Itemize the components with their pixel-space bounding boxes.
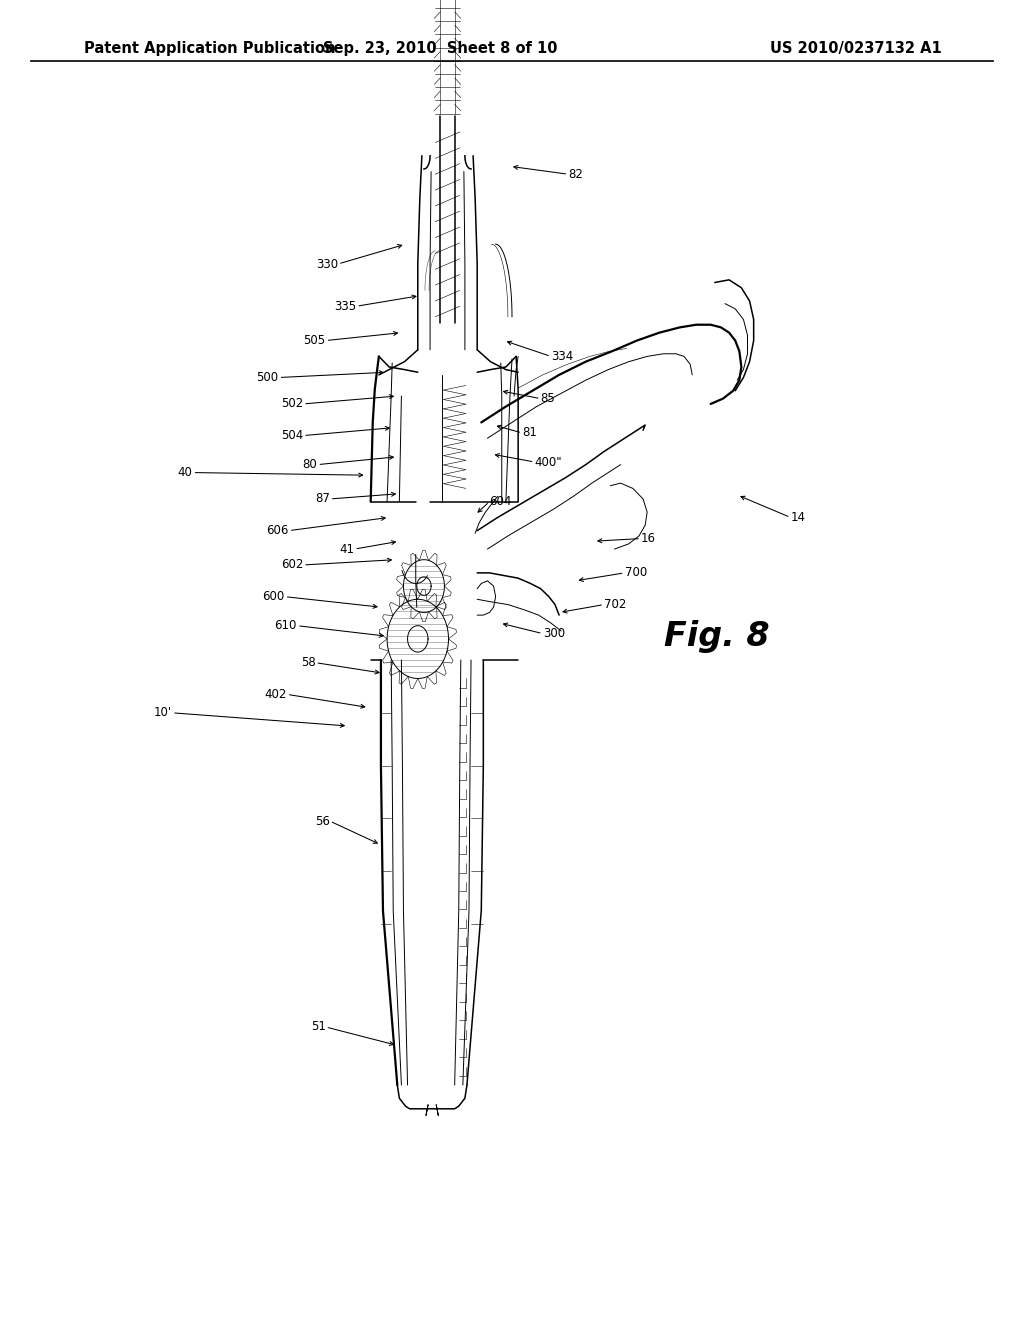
Text: 58: 58 bbox=[301, 656, 315, 669]
Text: 300: 300 bbox=[543, 627, 565, 640]
Text: 702: 702 bbox=[604, 598, 627, 611]
Text: 40: 40 bbox=[177, 466, 193, 479]
Text: US 2010/0237132 A1: US 2010/0237132 A1 bbox=[770, 41, 942, 57]
Text: 85: 85 bbox=[541, 392, 555, 405]
Text: 82: 82 bbox=[568, 168, 584, 181]
Text: 16: 16 bbox=[641, 532, 656, 545]
Text: 330: 330 bbox=[315, 257, 338, 271]
Text: Sep. 23, 2010  Sheet 8 of 10: Sep. 23, 2010 Sheet 8 of 10 bbox=[323, 41, 558, 57]
Text: 400": 400" bbox=[535, 455, 562, 469]
Text: 14: 14 bbox=[791, 511, 806, 524]
Text: 335: 335 bbox=[334, 300, 356, 313]
Text: 502: 502 bbox=[281, 397, 303, 411]
Text: 81: 81 bbox=[522, 426, 538, 440]
Text: 604: 604 bbox=[489, 495, 512, 508]
Text: 402: 402 bbox=[264, 688, 287, 701]
Text: Fig. 8: Fig. 8 bbox=[664, 620, 770, 653]
Text: 500: 500 bbox=[256, 371, 279, 384]
Text: 41: 41 bbox=[339, 543, 354, 556]
Text: 606: 606 bbox=[266, 524, 289, 537]
Text: 602: 602 bbox=[281, 558, 303, 572]
Text: 334: 334 bbox=[551, 350, 573, 363]
Text: 504: 504 bbox=[281, 429, 303, 442]
Text: Patent Application Publication: Patent Application Publication bbox=[84, 41, 336, 57]
Text: 56: 56 bbox=[314, 814, 330, 828]
Text: 700: 700 bbox=[625, 566, 647, 579]
Text: 87: 87 bbox=[314, 492, 330, 506]
Text: 10': 10' bbox=[154, 706, 172, 719]
Text: 505: 505 bbox=[303, 334, 326, 347]
Text: 80: 80 bbox=[303, 458, 317, 471]
Text: 600: 600 bbox=[262, 590, 285, 603]
Text: 51: 51 bbox=[310, 1020, 326, 1034]
Text: 610: 610 bbox=[274, 619, 297, 632]
